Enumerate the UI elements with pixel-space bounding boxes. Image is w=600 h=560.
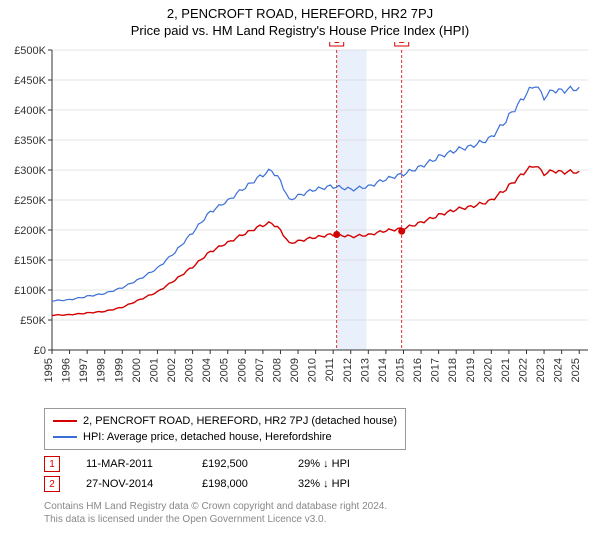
- svg-text:1: 1: [334, 42, 340, 46]
- chart-svg: £0 £50K £100K £150K £200K £250K £300K £350K £400…: [0, 42, 600, 402]
- svg-text:1996: 1996: [61, 358, 73, 382]
- svg-text:£500K: £500K: [14, 45, 46, 57]
- svg-text:£150K: £150K: [14, 255, 46, 267]
- svg-text:1998: 1998: [96, 358, 108, 382]
- chart-title: 2, PENCROFT ROAD, HEREFORD, HR2 7PJ: [0, 0, 600, 21]
- sale-row: 1 11-MAR-2011 £192,500 29% ↓ HPI: [44, 454, 590, 474]
- svg-text:2014: 2014: [377, 358, 389, 382]
- sale-price: £198,000: [202, 478, 272, 490]
- svg-text:2007: 2007: [254, 358, 266, 382]
- svg-text:2015: 2015: [394, 358, 406, 382]
- chart-plot-area: £0 £50K £100K £150K £200K £250K £300K £350K £400…: [0, 42, 600, 402]
- legend: 2, PENCROFT ROAD, HEREFORD, HR2 7PJ (det…: [44, 408, 406, 450]
- svg-text:2002: 2002: [166, 358, 178, 382]
- svg-text:2013: 2013: [359, 358, 371, 382]
- svg-text:2008: 2008: [271, 358, 283, 382]
- svg-text:1999: 1999: [113, 358, 125, 382]
- svg-text:£300K: £300K: [14, 165, 46, 177]
- svg-text:2005: 2005: [219, 358, 231, 382]
- svg-text:2009: 2009: [289, 358, 301, 382]
- svg-text:2011: 2011: [324, 358, 336, 382]
- sale-row: 2 27-NOV-2014 £198,000 32% ↓ HPI: [44, 474, 590, 494]
- legend-row: HPI: Average price, detached house, Here…: [53, 429, 397, 445]
- svg-text:£100K: £100K: [14, 285, 46, 297]
- svg-text:2010: 2010: [307, 358, 319, 382]
- svg-text:£50K: £50K: [20, 315, 46, 327]
- svg-text:2012: 2012: [342, 358, 354, 382]
- chart-container: 2, PENCROFT ROAD, HEREFORD, HR2 7PJ Pric…: [0, 0, 600, 560]
- legend-swatch: [53, 420, 77, 422]
- copyright-line2: This data is licensed under the Open Gov…: [44, 513, 590, 526]
- sale-marker: 2: [44, 476, 60, 492]
- sale-diff: 32% ↓ HPI: [298, 478, 388, 490]
- svg-text:1995: 1995: [43, 358, 55, 382]
- svg-text:2003: 2003: [184, 358, 196, 382]
- legend-swatch: [53, 436, 77, 437]
- sale-diff: 29% ↓ HPI: [298, 458, 388, 470]
- sale-date: 27-NOV-2014: [86, 478, 176, 490]
- svg-text:2020: 2020: [482, 358, 494, 382]
- sale-marker: 1: [44, 456, 60, 472]
- copyright-line1: Contains HM Land Registry data © Crown c…: [44, 500, 590, 513]
- svg-text:2021: 2021: [500, 358, 512, 382]
- svg-text:1997: 1997: [78, 358, 90, 382]
- svg-text:2000: 2000: [131, 358, 143, 382]
- svg-text:2019: 2019: [465, 358, 477, 382]
- sale-price: £192,500: [202, 458, 272, 470]
- svg-text:£0: £0: [34, 345, 46, 357]
- svg-text:2025: 2025: [570, 358, 582, 382]
- svg-text:2018: 2018: [447, 358, 459, 382]
- svg-text:2017: 2017: [430, 358, 442, 382]
- legend-row: 2, PENCROFT ROAD, HEREFORD, HR2 7PJ (det…: [53, 413, 397, 429]
- legend-label: 2, PENCROFT ROAD, HEREFORD, HR2 7PJ (det…: [83, 415, 397, 427]
- svg-text:2004: 2004: [201, 358, 213, 382]
- svg-text:2001: 2001: [148, 358, 160, 382]
- copyright-notice: Contains HM Land Registry data © Crown c…: [44, 500, 590, 526]
- legend-label: HPI: Average price, detached house, Here…: [83, 431, 332, 443]
- sale-date: 11-MAR-2011: [86, 458, 176, 470]
- svg-text:£350K: £350K: [14, 135, 46, 147]
- svg-text:2024: 2024: [553, 358, 565, 382]
- chart-subtitle: Price paid vs. HM Land Registry's House …: [0, 21, 600, 42]
- svg-text:2006: 2006: [236, 358, 248, 382]
- svg-text:2023: 2023: [535, 358, 547, 382]
- svg-text:2: 2: [399, 42, 405, 46]
- svg-text:£250K: £250K: [14, 195, 46, 207]
- sales-table: 1 11-MAR-2011 £192,500 29% ↓ HPI 2 27-NOV-201…: [44, 454, 590, 494]
- svg-text:2022: 2022: [517, 358, 529, 382]
- svg-text:2016: 2016: [412, 358, 424, 382]
- svg-text:£200K: £200K: [14, 225, 46, 237]
- svg-text:£450K: £450K: [14, 75, 46, 87]
- svg-text:£400K: £400K: [14, 105, 46, 117]
